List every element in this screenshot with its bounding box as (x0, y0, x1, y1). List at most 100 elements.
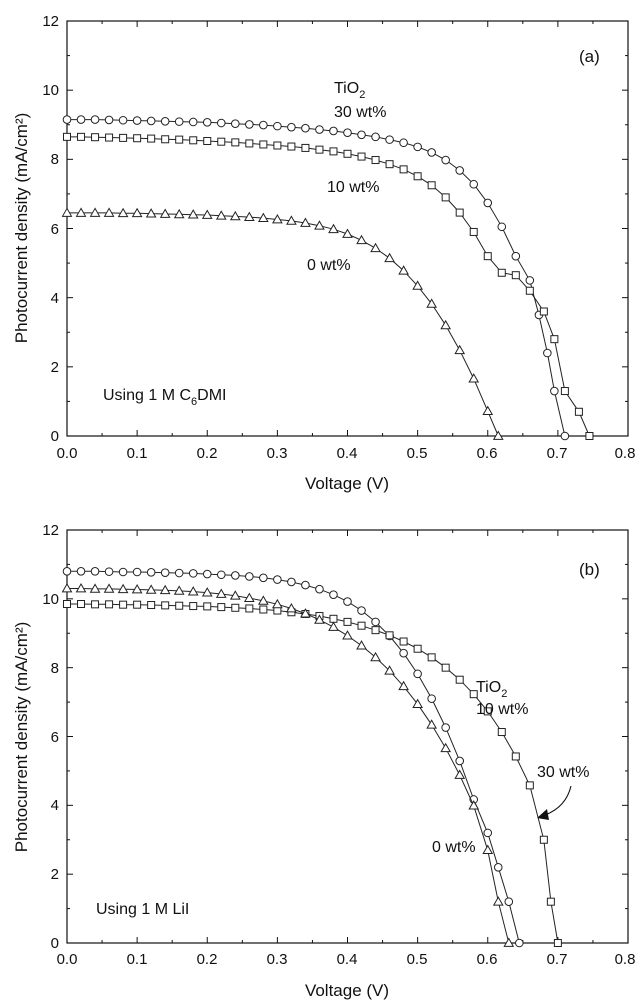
square-marker (441, 663, 450, 672)
triangle-marker (89, 207, 101, 217)
circle-marker (273, 575, 282, 584)
triangle-marker (468, 800, 480, 810)
x-tick-label: 0.7 (547, 951, 568, 968)
square-marker (469, 690, 478, 699)
panel-b: 0.0 0.1 0.2 0.3 0.4 0.5 0.6 0.7 0.8 0 2 … (12, 522, 635, 1000)
triangle-marker (454, 769, 466, 779)
circle-marker (132, 567, 142, 577)
electrolyte-annotation: Using 1 M C6DMI (103, 387, 226, 408)
circle-marker (371, 132, 380, 142)
circle-marker (174, 117, 184, 126)
callout-arrow-head (537, 809, 549, 820)
circle-marker (301, 123, 310, 133)
y-tick-label: 12 (42, 522, 59, 539)
square-marker (427, 653, 436, 662)
circle-marker (90, 567, 100, 576)
tio2-annotation: TiO2 (476, 679, 507, 700)
square-series-line (67, 603, 559, 944)
circle-marker (90, 115, 100, 124)
circle-marker (188, 117, 198, 127)
circle-marker (469, 179, 479, 189)
square-marker (511, 271, 520, 280)
electrolyte-annotation: Using 1 M LiI (96, 901, 189, 918)
square-marker (91, 600, 100, 609)
y-axis-label: Photocurrent density (mA/cm²) (12, 113, 31, 344)
callout-arrow (544, 785, 572, 816)
triangle-marker (426, 719, 438, 729)
circle-marker (427, 148, 436, 157)
circle-marker (413, 669, 422, 679)
wt0-annotation: 0 wt% (307, 257, 351, 274)
square-marker (175, 601, 184, 610)
square-marker (585, 432, 594, 440)
triangle-marker (426, 298, 438, 308)
triangle-marker (328, 223, 339, 234)
circle-marker (329, 126, 338, 136)
square-marker (413, 172, 422, 181)
circle-marker (287, 577, 296, 587)
circle-series-line (67, 570, 520, 944)
x-tick-label: 0.4 (337, 445, 358, 462)
triangle-marker (173, 585, 185, 595)
square-marker (525, 781, 534, 790)
square-marker (560, 387, 569, 396)
square-marker (399, 637, 408, 646)
triangle-marker (159, 584, 171, 595)
triangle-marker (398, 265, 409, 275)
triangle-marker (117, 207, 129, 218)
square-marker (77, 132, 86, 141)
square-marker (189, 136, 198, 145)
triangle-marker (482, 405, 494, 415)
circle-marker (188, 569, 198, 578)
square-marker (301, 143, 310, 152)
circle-marker (504, 897, 514, 907)
x-tick-label: 0.8 (615, 445, 636, 462)
square-marker (343, 149, 352, 158)
triangle-marker (384, 665, 395, 675)
y-tick-label: 4 (51, 797, 59, 814)
circle-marker (357, 130, 366, 140)
circle-marker (216, 570, 226, 580)
y-tick-label: 6 (51, 729, 59, 746)
circle-marker (245, 572, 254, 581)
circle-marker (202, 118, 212, 127)
triangle-marker (356, 234, 367, 245)
triangle-marker (492, 430, 504, 440)
triangle-marker (103, 583, 115, 593)
y-tick-label: 0 (51, 935, 59, 952)
square-marker (525, 286, 534, 295)
triangle-marker (75, 583, 87, 593)
triangle-marker (314, 220, 325, 230)
circle-marker (76, 115, 86, 124)
triangle-marker (468, 373, 480, 383)
triangle-marker (103, 207, 115, 217)
square-marker (441, 193, 450, 202)
panel-label: (b) (579, 560, 600, 579)
circle-marker (160, 116, 170, 126)
circle-marker (357, 606, 366, 615)
circle-marker (202, 569, 212, 579)
triangle-marker (229, 590, 241, 600)
square-marker (483, 707, 492, 716)
circle-marker (231, 571, 240, 580)
x-tick-label: 0.1 (127, 951, 148, 968)
square-marker (497, 728, 506, 737)
square-marker (357, 621, 366, 630)
square-marker (217, 603, 226, 612)
wt0-annotation: 0 wt% (432, 839, 476, 856)
square-marker (371, 626, 380, 635)
circle-marker (273, 121, 282, 131)
triangle-marker (201, 587, 213, 597)
triangle-marker (272, 598, 283, 609)
triangle-marker (159, 208, 171, 218)
circle-marker (315, 125, 324, 134)
circle-marker (385, 135, 394, 144)
x-tick-label: 0.7 (547, 445, 568, 462)
circle-marker (118, 567, 128, 577)
y-tick-label: 0 (51, 428, 59, 445)
square-marker (161, 601, 170, 610)
square-marker (329, 614, 338, 623)
wt30-annotation: 30 wt% (537, 764, 589, 781)
series-layer (61, 567, 562, 948)
x-axis-label: Voltage (V) (305, 474, 389, 493)
